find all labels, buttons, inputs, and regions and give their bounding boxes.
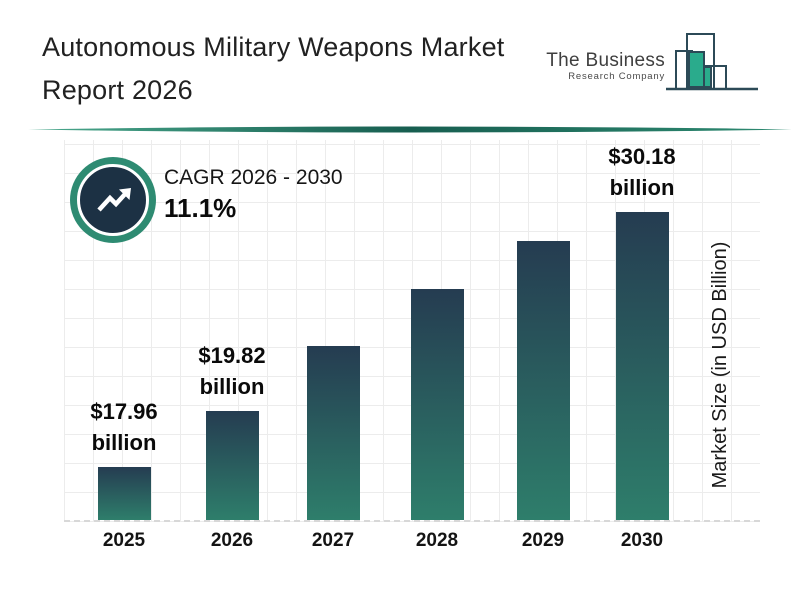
page-title: Autonomous Military Weapons Market Repor… — [42, 26, 505, 112]
bar-value-label-2025: $17.96 billion — [90, 399, 158, 455]
x-axis-labels: 2025 2026 2027 2028 2029 2030 — [64, 530, 760, 556]
x-axis-tick-2030: 2030 — [620, 530, 664, 551]
x-axis-tick-2026: 2026 — [210, 530, 254, 551]
x-axis-tick-2029: 2029 — [521, 530, 565, 551]
cagr-badge — [70, 157, 156, 243]
cagr-period-label: CAGR 2026 - 2030 — [164, 166, 343, 189]
x-axis-tick-2027: 2027 — [311, 530, 355, 551]
cagr-badge-inner — [77, 164, 149, 236]
bar-2030 — [615, 212, 669, 520]
logo-company-subtitle: Research Company — [568, 71, 665, 82]
bar-2029 — [516, 241, 570, 520]
bar-chart-skyline-icon — [666, 33, 758, 91]
trending-up-icon — [97, 188, 131, 212]
y-axis-title: Market Size (in USD Billion) — [709, 241, 731, 489]
bar-2026 — [205, 411, 259, 520]
x-axis-tick-2028: 2028 — [415, 530, 459, 551]
bar-value-label-2030: $30.18 billion — [608, 144, 676, 200]
bar-2025 — [97, 467, 151, 520]
logo-wordmark: The Business Research Company — [535, 50, 665, 82]
bar-value-label-2026: $19.82 billion — [198, 343, 266, 399]
cagr-value: 11.1% — [164, 193, 237, 223]
bar-2027 — [306, 346, 360, 520]
page-title-line2: Report 2026 — [42, 75, 193, 105]
x-axis-tick-2025: 2025 — [102, 530, 146, 551]
plot-area: CAGR 2026 - 2030 11.1% Market Size (in U… — [64, 140, 760, 522]
logo-company-name: The Business — [546, 50, 665, 71]
divider-lens — [28, 126, 792, 133]
page-title-line1: Autonomous Military Weapons Market — [42, 32, 505, 62]
bar-2028 — [410, 289, 464, 520]
